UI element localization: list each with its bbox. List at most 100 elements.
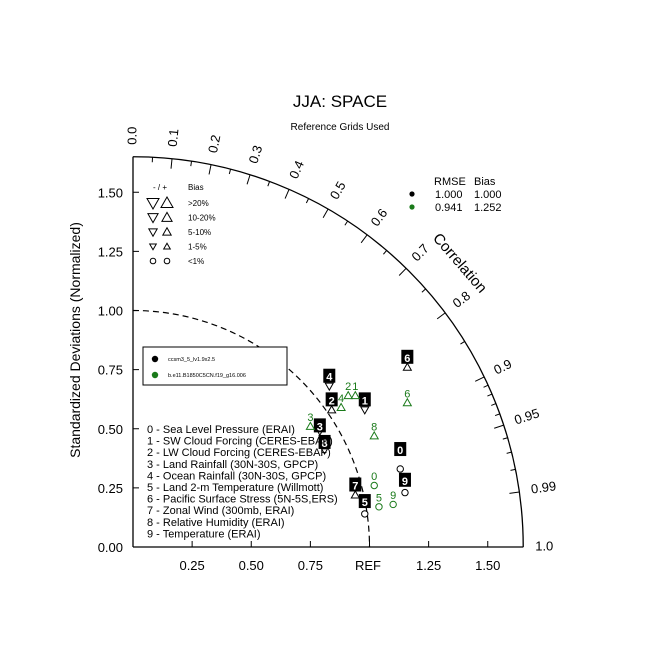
corr-tick-label: 0.99: [530, 478, 557, 496]
corr-tick-mark: [170, 158, 173, 169]
point-label: 8: [322, 438, 328, 450]
series-legend-label: b.e11.B1850C5CN.f19_g16.006: [168, 373, 246, 379]
series-legend-dot: [151, 355, 159, 363]
corr-tick-label: 0.3: [245, 143, 265, 165]
point-label: 4: [338, 393, 344, 405]
data-marker: [324, 382, 335, 392]
point-label: 2: [329, 395, 335, 407]
case-legend-item: 4 - Ocean Rainfall (30N-30S, GPCP): [147, 470, 326, 482]
bias-legend-marker: [146, 198, 160, 211]
point-label-box: [313, 418, 326, 433]
point-label-box: [318, 434, 331, 449]
corr-tick-mark: [246, 174, 251, 185]
corr-tick-mark: [474, 376, 485, 382]
chart-title: JJA: SPACE: [293, 92, 387, 111]
summary-dot: [409, 204, 415, 210]
corr-tick-mark: [208, 164, 212, 175]
bias-legend-label: <1%: [188, 257, 204, 266]
case-legend-item: 7 - Zonal Wind (300mb, ERAI): [147, 505, 294, 517]
data-marker: [336, 402, 346, 411]
corr-tick-label: 0.9: [491, 356, 514, 377]
corr-tick-mark: [360, 234, 368, 244]
corr-tick-mark: [509, 491, 520, 494]
data-marker: [369, 430, 380, 440]
point-label: 3: [317, 421, 323, 433]
bias-legend-marker: [163, 257, 171, 265]
corr-minor-tick: [228, 169, 232, 175]
data-marker: [361, 510, 369, 518]
summary-bias: 1.252: [474, 202, 502, 214]
corr-minor-tick: [494, 413, 500, 417]
bias-legend-marker: [149, 257, 157, 265]
corr-minor-tick: [190, 161, 193, 167]
corr-tick-label: 0.5: [327, 179, 349, 202]
x-tick-label: 1.50: [475, 558, 500, 573]
data-marker: [350, 489, 361, 499]
case-legend-item: 1 - SW Cloud Forcing (CERES-EBAF): [147, 436, 333, 448]
data-marker: [343, 390, 354, 400]
point-label: 5: [362, 497, 368, 509]
bias-legend-marker: [161, 211, 173, 222]
point-label: 9: [402, 476, 408, 488]
corr-minor-tick: [460, 341, 465, 345]
bias-legend-marker: [147, 228, 159, 238]
x-tick-label: 0.75: [298, 558, 323, 573]
data-marker: [375, 503, 383, 511]
case-legend-item: 9 - Temperature (ERAI): [147, 528, 261, 540]
corr-tick-mark: [322, 208, 329, 218]
y-axis-label: Standardized Deviations (Normalized): [67, 222, 83, 458]
y-tick-label: 0.75: [98, 363, 123, 378]
y-tick-label: 0.50: [98, 422, 123, 437]
axis-ticks: 0.25 0.50 0.75 1.25 1.500.000.250.500.751.00…: [98, 127, 557, 573]
point-label: 3: [307, 412, 313, 424]
corr-tick-mark: [284, 189, 290, 199]
corr-tick-label: 0.8: [450, 288, 473, 311]
bias-legend-label: 1-5%: [188, 243, 207, 252]
corr-minor-tick: [305, 198, 310, 204]
data-marker: [305, 421, 316, 430]
y-tick-label: 1.00: [98, 304, 123, 319]
y-tick-label: 0.00: [98, 540, 123, 555]
point-label: 4: [326, 372, 333, 384]
point-label-box: [394, 442, 407, 457]
y-tick-label: 1.50: [98, 185, 123, 200]
series-legend-box: [142, 346, 288, 386]
reference-arc: [132, 309, 371, 548]
series-legend-label: ccsm3_5_lv1.9x2.5: [168, 357, 215, 363]
diagram-frame: [132, 156, 524, 548]
corr-tick-label: 0.2: [205, 133, 223, 154]
point-label-box: [401, 349, 414, 364]
bias-legend-label: >20%: [188, 199, 209, 208]
summary-rmse: 0.941: [435, 202, 463, 214]
bias-legend-marker: [160, 195, 174, 208]
legends: - / + Bias>20%10-20%5-10%1-5%<1%RMSE Bias1…: [142, 176, 502, 540]
corr-tick-label: 0.1: [165, 128, 182, 147]
case-legend-item: 5 - Land 2-m Temperature (Willmott): [147, 482, 323, 494]
chart-subtitle: Reference Grids Used: [291, 122, 390, 133]
summary-dot: [409, 191, 415, 197]
bias-legend-header-bias: Bias: [188, 183, 204, 192]
summary-header-bias: Bias: [474, 176, 496, 188]
corr-minor-tick: [506, 451, 512, 454]
corr-tick-label: 0.4: [286, 158, 307, 181]
point-label-box: [323, 368, 336, 383]
point-label-box: [349, 477, 362, 492]
corr-minor-tick: [483, 384, 489, 388]
case-legend-item: 3 - Land Rainfall (30N-30S, GPCP): [147, 459, 318, 471]
data-marker: [350, 390, 361, 400]
corr-tick-label: 0.6: [367, 206, 390, 229]
data-marker: [326, 404, 337, 414]
corr-tick-label: 0.0: [124, 127, 139, 145]
ref-label: REF: [355, 558, 381, 573]
point-label: 0: [397, 445, 403, 457]
data-marker: [370, 481, 378, 490]
data-marker: [401, 488, 409, 497]
case-legend-item: 6 - Pacific Surface Stress (5N-5S,ERS): [147, 494, 338, 506]
data-marker: [396, 465, 404, 473]
correlation-arc: [132, 156, 524, 548]
series-legend-dot: [151, 371, 159, 379]
y-tick-label: 1.25: [98, 244, 123, 259]
point-label: 1: [352, 381, 358, 393]
